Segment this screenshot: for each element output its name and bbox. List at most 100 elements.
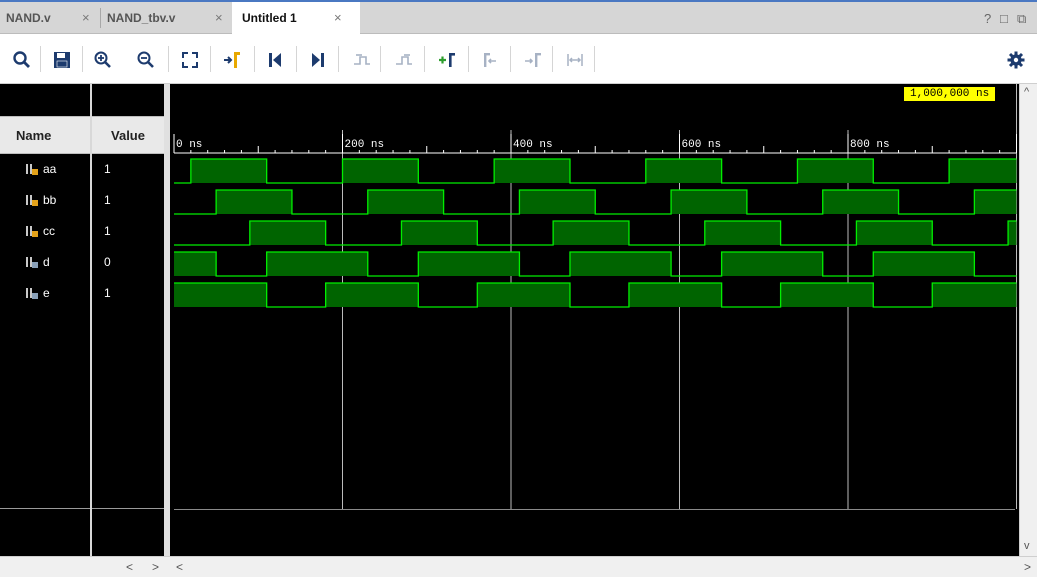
- toolbar-separator: [468, 46, 469, 72]
- name-column-spacer: [0, 84, 90, 116]
- waveform-high-segment: [190, 159, 267, 183]
- waveform-high-segment: [628, 283, 722, 307]
- tab-label: Untitled 1: [242, 11, 297, 25]
- waveform-high-segment: [325, 283, 419, 307]
- scroll-down-icon[interactable]: v: [1024, 540, 1030, 552]
- help-icon[interactable]: ?: [984, 11, 992, 26]
- signal-row-bb[interactable]: bb: [0, 185, 56, 215]
- column-splitter[interactable]: [90, 84, 92, 556]
- waveform-high-segment: [856, 221, 933, 245]
- zoom-in-icon[interactable]: [93, 50, 113, 70]
- tab-close-icon[interactable]: ×: [334, 10, 342, 25]
- save-icon[interactable]: [52, 50, 72, 70]
- toolbar-separator: [82, 46, 83, 72]
- signal-input-icon: [26, 195, 38, 206]
- ruler-tick-label: 600 ns: [682, 139, 722, 151]
- waveform-high-segment: [645, 159, 722, 183]
- signal-output-icon: [26, 288, 38, 299]
- float-window-icon[interactable]: ⧉: [1017, 11, 1027, 26]
- waveform-high-segment: [974, 190, 1017, 214]
- waveform-high-segment: [553, 221, 629, 245]
- toolbar-separator: [338, 46, 339, 72]
- name-column-header[interactable]: Name: [0, 116, 90, 154]
- tab-label: NAND_tbv.v: [107, 11, 176, 25]
- settings-gear-icon[interactable]: [1006, 50, 1026, 70]
- panel-splitter[interactable]: [164, 84, 170, 556]
- waveform-aa[interactable]: [174, 158, 1017, 184]
- add-marker-icon[interactable]: [437, 50, 457, 70]
- tab-divider: [100, 8, 101, 28]
- maximize-icon[interactable]: □: [1000, 11, 1008, 26]
- waveform-cc[interactable]: [174, 220, 1017, 246]
- signal-row-cc[interactable]: cc: [0, 216, 55, 246]
- tab-close-icon[interactable]: ×: [82, 10, 90, 25]
- waveform-high-segment: [174, 283, 267, 307]
- value-column-header[interactable]: Value: [92, 116, 164, 154]
- next-transition-icon[interactable]: [394, 50, 414, 70]
- waveform-high-segment: [477, 283, 570, 307]
- waveform-high-segment: [266, 252, 368, 276]
- toolbar-separator: [380, 46, 381, 72]
- horizontal-scrollbar[interactable]: < > < >: [0, 556, 1037, 577]
- tab-nand-tbv-v[interactable]: NAND_tbv.v ×: [101, 2, 231, 34]
- waveform-high-segment: [671, 190, 747, 214]
- panel-divider: [92, 508, 164, 509]
- ruler-tick-label: 200 ns: [345, 139, 385, 151]
- signal-row-e[interactable]: e: [0, 278, 50, 308]
- toolbar-separator: [296, 46, 297, 72]
- scroll-up-icon[interactable]: ^: [1024, 86, 1030, 98]
- signal-input-icon: [26, 164, 38, 175]
- tab-untitled-1[interactable]: Untitled 1 ×: [232, 2, 360, 34]
- waveform-high-segment: [1008, 221, 1017, 245]
- waveform-viewer[interactable]: 0 ns 200 ns 400 ns 600 ns 800 ns 1,000,000 n…: [170, 84, 1019, 556]
- goto-start-icon[interactable]: [265, 50, 285, 70]
- waveform-high-segment: [822, 190, 899, 214]
- waveform-high-segment: [418, 252, 520, 276]
- waveform-high-segment: [216, 190, 292, 214]
- toolbar-separator: [168, 46, 169, 72]
- signal-name: d: [43, 255, 50, 269]
- scroll-left-icon[interactable]: <: [126, 560, 134, 574]
- next-marker-icon[interactable]: [523, 50, 543, 70]
- waveform-bottom-border: [174, 509, 1015, 510]
- waveform-high-segment: [780, 283, 874, 307]
- cursor-time-label[interactable]: 1,000,000 ns: [904, 87, 996, 101]
- search-icon[interactable]: [12, 50, 32, 70]
- toolbar-separator: [254, 46, 255, 72]
- vertical-scrollbar[interactable]: ^ v: [1019, 84, 1037, 556]
- swap-cursors-icon[interactable]: [565, 50, 585, 70]
- tab-close-icon[interactable]: ×: [215, 10, 223, 25]
- toolbar-separator: [594, 46, 595, 72]
- panel-divider: [0, 508, 90, 509]
- signal-value: 1: [104, 224, 111, 238]
- scroll-right-icon[interactable]: >: [152, 560, 160, 574]
- previous-transition-icon[interactable]: [352, 50, 372, 70]
- editor-tab-bar: NAND.v × NAND_tbv.v × Untitled 1 × ? □ ⧉: [0, 0, 1037, 34]
- signal-row-aa[interactable]: aa: [0, 154, 56, 184]
- signal-input-icon: [26, 226, 38, 237]
- goto-cursor-icon[interactable]: [222, 50, 242, 70]
- waveform-e[interactable]: [174, 282, 1017, 308]
- waveform-toolbar: [0, 34, 1037, 84]
- toolbar-separator: [510, 46, 511, 72]
- toolbar-separator: [40, 46, 41, 72]
- zoom-fit-icon[interactable]: [180, 50, 200, 70]
- signal-value-list: 1 1 1 0 1: [92, 154, 164, 556]
- waveform-bb[interactable]: [174, 189, 1017, 215]
- wave-scroll-right-icon[interactable]: >: [1024, 560, 1032, 574]
- ruler-tick-label: 800 ns: [850, 139, 890, 151]
- signal-output-icon: [26, 257, 38, 268]
- waveform-high-segment: [797, 159, 874, 183]
- signal-value: 1: [104, 193, 111, 207]
- previous-marker-icon[interactable]: [480, 50, 500, 70]
- toolbar-separator: [210, 46, 211, 72]
- tab-nand-v[interactable]: NAND.v ×: [0, 2, 100, 34]
- signal-row-d[interactable]: d: [0, 247, 50, 277]
- toolbar-separator: [424, 46, 425, 72]
- goto-end-icon[interactable]: [308, 50, 328, 70]
- waveform-high-segment: [401, 221, 478, 245]
- zoom-out-icon[interactable]: [136, 50, 156, 70]
- waveform-trace: [174, 189, 1017, 215]
- wave-scroll-left-icon[interactable]: <: [176, 560, 184, 574]
- waveform-d[interactable]: [174, 251, 1017, 277]
